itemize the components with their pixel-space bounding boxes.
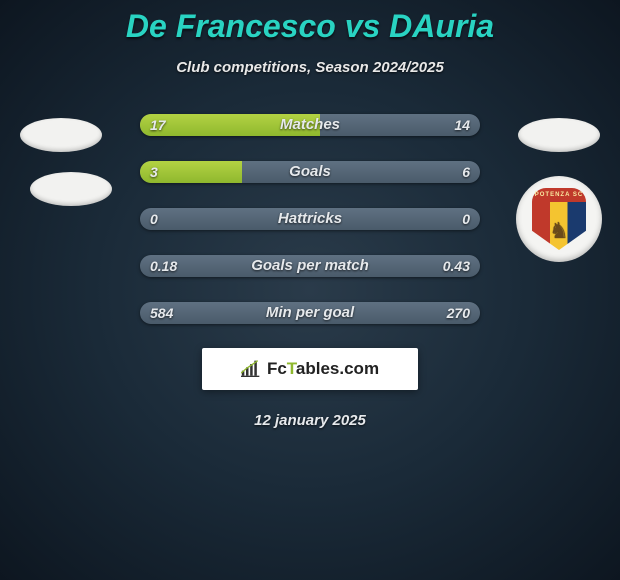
stat-label: Hattricks (140, 208, 480, 230)
logo-accent: T (287, 359, 296, 378)
logo-text: FcTables.com (267, 359, 379, 379)
stat-bar: 0.180.43Goals per match (140, 255, 480, 277)
stat-row: 36Goals (0, 161, 620, 183)
stat-bar: 36Goals (140, 161, 480, 183)
bar-chart-icon (241, 360, 261, 378)
stat-bar: 584270Min per goal (140, 302, 480, 324)
logo-post: ables.com (296, 359, 379, 378)
stat-bar: 1714Matches (140, 114, 480, 136)
stat-row: 1714Matches (0, 114, 620, 136)
stat-row: 00Hattricks (0, 208, 620, 230)
stat-label: Min per goal (140, 302, 480, 324)
comparison-card: De Francesco vs DAuria Club competitions… (0, 0, 620, 580)
logo-pre: Fc (267, 359, 287, 378)
stat-label: Matches (140, 114, 480, 136)
date: 12 january 2025 (0, 412, 620, 429)
stat-row: 0.180.43Goals per match (0, 255, 620, 277)
stat-label: Goals per match (140, 255, 480, 277)
stat-bar: 00Hattricks (140, 208, 480, 230)
stat-label: Goals (140, 161, 480, 183)
subtitle: Club competitions, Season 2024/2025 (0, 59, 620, 76)
fctables-logo[interactable]: FcTables.com (202, 348, 418, 390)
page-title: De Francesco vs DAuria (0, 0, 620, 45)
stat-row: 584270Min per goal (0, 302, 620, 324)
crest-text: POTENZA SC (532, 188, 586, 202)
